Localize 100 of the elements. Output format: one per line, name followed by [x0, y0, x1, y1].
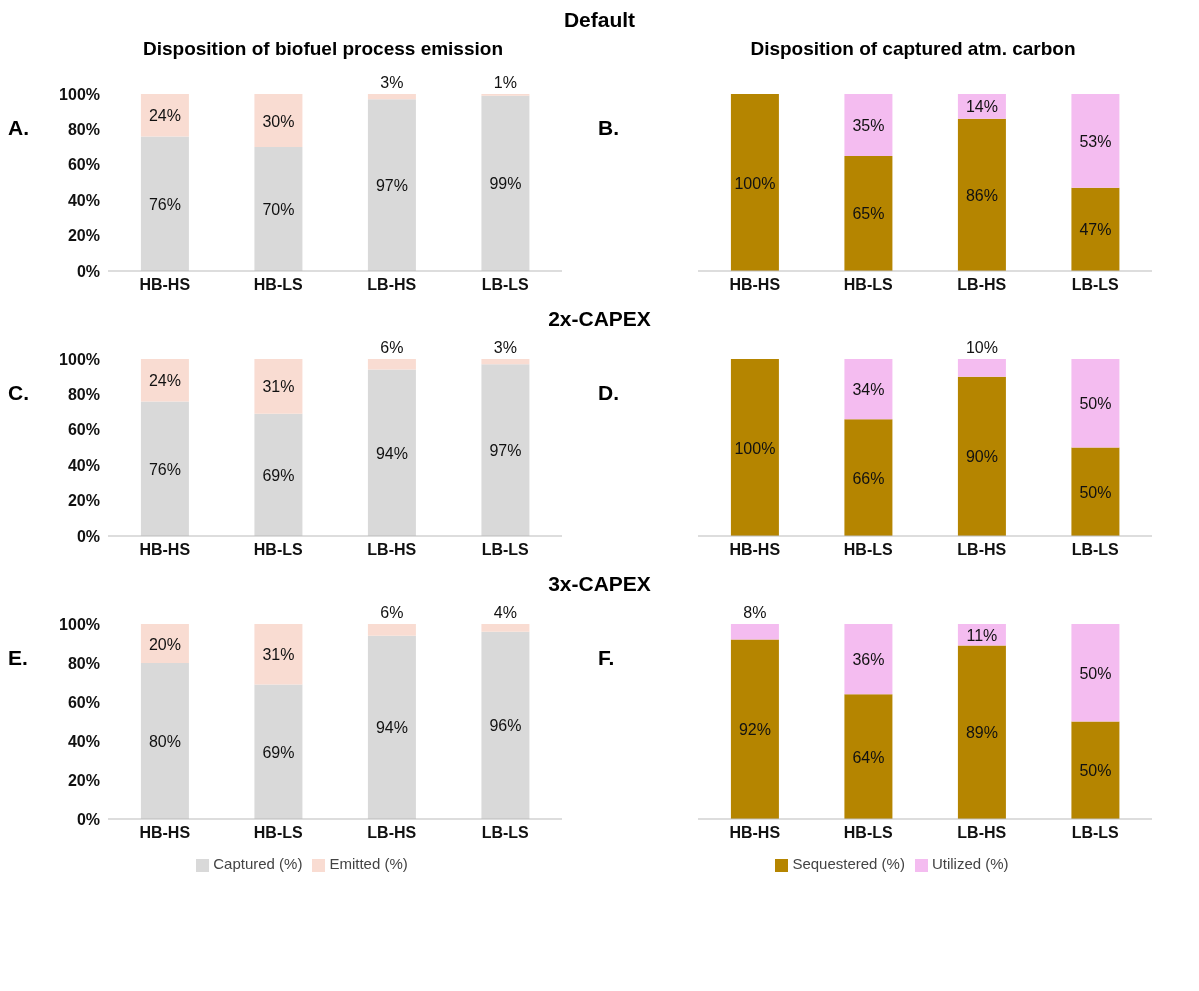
x-tick-label: HB-LS — [843, 824, 894, 842]
bar — [730, 359, 779, 536]
data-label: 20% — [148, 635, 181, 653]
legend-label: Sequestered (%) — [792, 855, 905, 872]
data-label: 47% — [1079, 221, 1112, 239]
data-label: 92% — [738, 721, 771, 739]
bar — [481, 631, 530, 819]
data-label: 64% — [852, 748, 885, 766]
data-label: 50% — [1079, 664, 1112, 682]
text: A. — [8, 116, 30, 140]
bar — [367, 369, 416, 536]
data-label: 66% — [852, 469, 885, 487]
data-label: 70% — [262, 201, 295, 219]
x-tick-label: LB-HS — [957, 276, 1007, 294]
y-tick-label: 80% — [67, 121, 100, 139]
text: F. — [598, 646, 616, 670]
bar — [367, 99, 416, 271]
bar — [254, 94, 303, 148]
bar — [730, 94, 779, 271]
data-label: 35% — [852, 116, 885, 134]
bar — [730, 639, 779, 819]
data-label: 80% — [148, 733, 181, 750]
y-tick-label: 60% — [67, 156, 100, 174]
y-tick-label: 100% — [59, 350, 100, 368]
bar — [140, 136, 189, 271]
bar — [481, 624, 530, 632]
y-tick-label: 20% — [67, 771, 100, 789]
bar — [254, 359, 303, 414]
x-tick-label: HB-LS — [843, 276, 894, 294]
bar — [254, 684, 303, 819]
bar — [1071, 359, 1120, 448]
bar — [844, 94, 893, 156]
chart-title: 3x-CAPEX — [547, 572, 652, 597]
bar — [481, 95, 530, 271]
data-label: 4% — [493, 604, 517, 621]
bar — [957, 359, 1006, 377]
data-label: 3% — [493, 339, 517, 356]
text: B. — [598, 116, 620, 140]
x-tick-label: HB-HS — [139, 824, 191, 842]
bar — [481, 364, 530, 536]
chart-subtitle: Disposition of biofuel process emission — [142, 38, 504, 61]
x-tick-label: LB-LS — [1071, 824, 1120, 842]
bar — [844, 419, 893, 536]
y-tick-label: 0% — [76, 527, 100, 545]
y-tick-label: 80% — [67, 654, 100, 672]
x-tick-label: HB-LS — [253, 276, 304, 294]
x-tick-label: HB-LS — [843, 541, 894, 559]
text: C. — [8, 381, 30, 405]
bar — [254, 624, 303, 685]
bar — [140, 663, 189, 819]
bar — [1071, 94, 1120, 188]
bar — [1071, 721, 1120, 819]
data-label: 34% — [852, 381, 885, 399]
data-label: 31% — [262, 378, 295, 396]
x-tick-label: HB-HS — [139, 541, 191, 559]
data-label: 50% — [1079, 483, 1112, 501]
x-tick-label: HB-HS — [729, 276, 781, 294]
legend-label: Emitted (%) — [329, 855, 408, 872]
data-label: 24% — [148, 372, 181, 390]
chart-title: 2x-CAPEX — [547, 307, 652, 332]
text: D. — [598, 381, 620, 405]
bar — [957, 645, 1006, 819]
data-label: 94% — [375, 719, 408, 737]
data-label: 99% — [489, 175, 522, 193]
data-label: 1% — [493, 74, 517, 91]
data-label: 10% — [965, 339, 998, 356]
x-tick-label: HB-LS — [253, 824, 304, 842]
data-label: 53% — [1079, 132, 1112, 150]
x-tick-label: HB-HS — [729, 824, 781, 842]
bar — [481, 359, 530, 365]
bar — [367, 359, 416, 370]
data-label: 76% — [148, 195, 181, 213]
x-tick-label: LB-HS — [367, 541, 417, 559]
bar — [1071, 624, 1120, 722]
x-tick-label: LB-HS — [367, 824, 417, 842]
bar — [367, 635, 416, 819]
bar — [957, 376, 1006, 536]
data-label: 65% — [852, 205, 885, 223]
y-tick-label: 40% — [67, 456, 100, 474]
y-tick-label: 100% — [59, 615, 100, 633]
y-tick-label: 20% — [67, 492, 100, 510]
data-label: 89% — [965, 724, 998, 742]
y-tick-label: 60% — [67, 693, 100, 711]
bar — [844, 359, 893, 420]
chart-title: Default — [562, 8, 637, 33]
y-tick-label: 40% — [67, 732, 100, 750]
data-label: 3% — [380, 74, 404, 91]
x-tick-label: LB-HS — [367, 276, 417, 294]
x-tick-label: LB-LS — [481, 824, 530, 842]
y-tick-label: 40% — [67, 191, 100, 209]
data-label: 8% — [743, 604, 767, 621]
x-tick-label: LB-HS — [957, 824, 1007, 842]
data-label: 31% — [262, 646, 295, 664]
bar — [844, 624, 893, 695]
data-label: 69% — [262, 743, 295, 761]
chart-subtitle: Disposition of captured atm. carbon — [749, 38, 1077, 61]
y-tick-label: 20% — [67, 227, 100, 245]
data-label: 86% — [965, 186, 998, 204]
y-tick-label: 0% — [76, 810, 100, 828]
bar — [1071, 447, 1120, 536]
